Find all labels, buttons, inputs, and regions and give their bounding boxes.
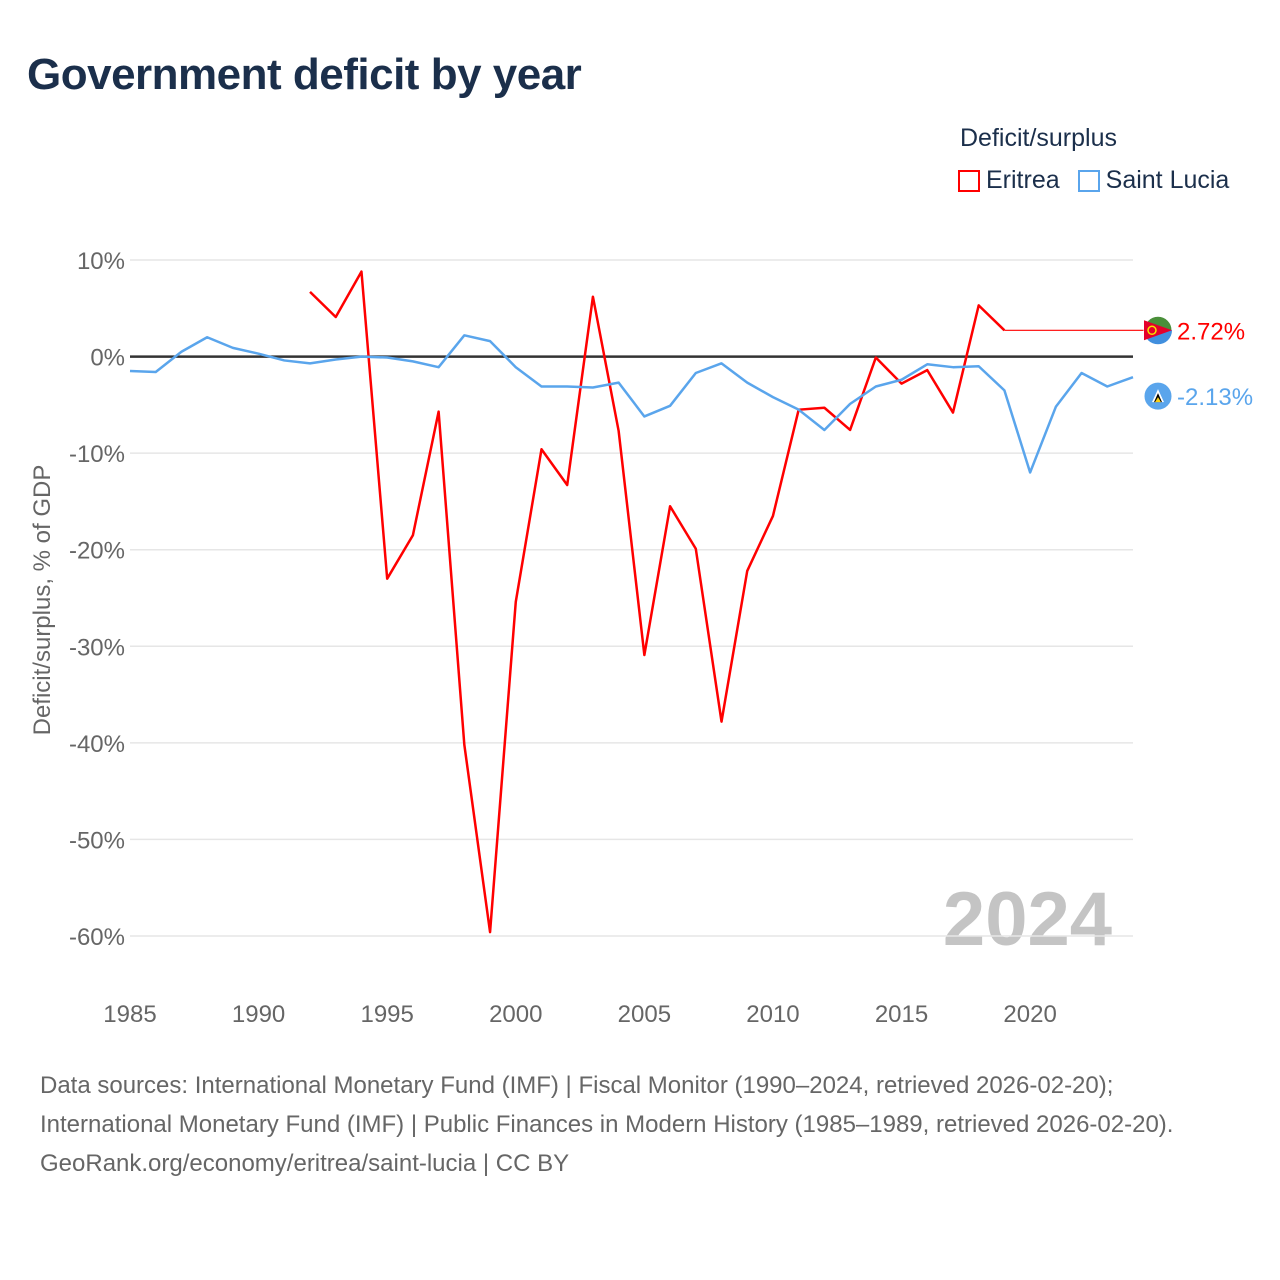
x-tick-label: 2015	[875, 1001, 928, 1028]
x-tick-label: 2005	[618, 1001, 671, 1028]
legend-swatch-saint-lucia	[1077, 169, 1100, 192]
y-tick-label: -40%	[69, 731, 125, 758]
series-line-saint-lucia	[129, 334, 1134, 474]
end-value-label: -2.13%	[1177, 384, 1253, 411]
x-tick-label: 2010	[746, 1001, 799, 1028]
legend-label: Eritrea	[986, 166, 1060, 194]
flag-detail	[1147, 325, 1157, 336]
x-tick-label: 1985	[103, 1001, 156, 1028]
chart-title: Government deficit by year	[27, 50, 582, 99]
legend-label: Saint Lucia	[1105, 166, 1230, 194]
y-tick-label: -30%	[69, 634, 125, 661]
flag-detail	[1155, 397, 1161, 403]
x-tick-label: 1990	[232, 1001, 285, 1028]
x-tick-label: 2020	[1003, 1001, 1056, 1028]
data-sources: Data sources: International Monetary Fun…	[40, 1072, 1174, 1138]
legend-title: Deficit/surplus	[960, 124, 1117, 152]
y-tick-label: -20%	[69, 538, 125, 565]
y-tick-label: 0%	[90, 345, 125, 372]
legend-swatch-eritrea	[958, 169, 980, 192]
series-line-eritrea	[309, 270, 1006, 934]
flag-detail	[1144, 320, 1172, 341]
footer: Data sources: International Monetary Fun…	[40, 1066, 1240, 1183]
legend-item-saint-lucia[interactable]: Saint Lucia	[1077, 166, 1230, 195]
y-tick-label: -60%	[69, 924, 125, 951]
y-tick-label: -10%	[69, 441, 125, 468]
end-value-label: 2.72%	[1177, 318, 1245, 345]
x-tick-label: 1995	[360, 1001, 413, 1028]
x-tick-label: 2000	[489, 1001, 542, 1028]
y-tick-label: -50%	[69, 827, 125, 854]
year-watermark: 2024	[943, 877, 1112, 962]
credit: GeoRank.org/economy/eritrea/saint-lucia …	[40, 1150, 570, 1177]
legend-item-eritrea[interactable]: Eritrea	[958, 166, 1060, 195]
legend: Eritrea Saint Lucia	[958, 166, 1229, 195]
y-tick-label: 10%	[77, 248, 125, 275]
y-axis-label: Deficit/surplus, % of GDP	[29, 465, 56, 736]
